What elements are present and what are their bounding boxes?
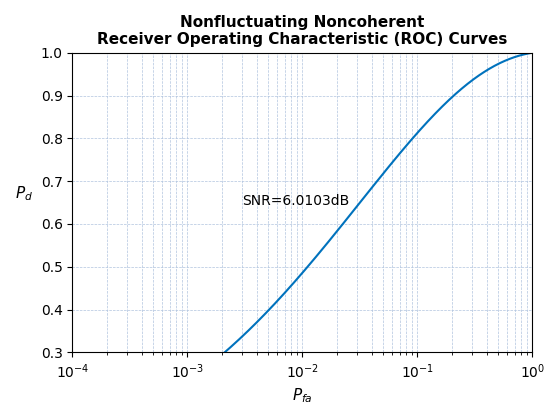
Text: SNR=6.0103dB: SNR=6.0103dB: [242, 194, 349, 208]
Title: Nonfluctuating Noncoherent
Receiver Operating Characteristic (ROC) Curves: Nonfluctuating Noncoherent Receiver Oper…: [97, 15, 507, 47]
X-axis label: $P_{fa}$: $P_{fa}$: [292, 386, 312, 405]
Y-axis label: $P_d$: $P_d$: [15, 184, 33, 202]
